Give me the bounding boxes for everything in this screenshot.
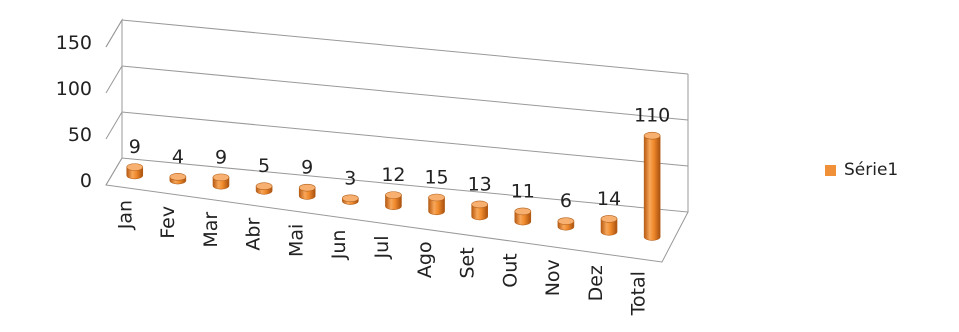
bar-top <box>471 200 488 209</box>
x-tick-label: Set <box>457 247 479 278</box>
bar <box>212 173 230 190</box>
legend-swatch <box>825 164 836 176</box>
data-label: 9 <box>301 157 313 179</box>
bar <box>557 217 575 231</box>
bar-body <box>385 194 402 210</box>
data-label: 15 <box>424 167 448 189</box>
gridline <box>121 19 689 75</box>
bar-body <box>643 135 661 241</box>
bar-top <box>514 207 532 216</box>
y-tick-label: 150 <box>56 32 92 54</box>
bar-top <box>212 173 230 182</box>
y-tick-label: 0 <box>80 170 92 192</box>
y-tick-label: 50 <box>68 124 92 146</box>
legend-label: Série1 <box>844 160 899 180</box>
x-tick-label: Fev <box>157 206 179 239</box>
data-label: 110 <box>634 105 670 127</box>
x-tick-label: Jun <box>328 230 350 261</box>
x-tick-label: Ago <box>414 241 436 278</box>
bar-top <box>342 194 359 203</box>
bar-body <box>471 204 488 221</box>
chart-bars <box>126 131 661 241</box>
chart-legend: Série1 <box>825 160 898 180</box>
bar <box>600 215 618 236</box>
gridline-side <box>105 111 123 140</box>
x-axis-categories: Jan Fev Mar Abr Mai Jun Jul Ago Set Out Nov Dez Tota… <box>114 200 649 316</box>
data-label: 5 <box>258 155 270 177</box>
bar-top <box>600 215 618 223</box>
side-wall <box>105 18 123 186</box>
bar <box>471 200 488 221</box>
bar <box>385 191 402 210</box>
y-tick-label: 100 <box>56 78 92 100</box>
bar <box>643 131 661 241</box>
data-label: 3 <box>344 167 356 189</box>
bar-body <box>600 218 618 236</box>
bar-top <box>557 217 575 225</box>
chart-gridlines <box>105 19 689 167</box>
bar <box>126 163 144 180</box>
data-label: 4 <box>172 146 184 168</box>
data-label: 11 <box>511 180 535 202</box>
chart-axes <box>105 18 689 263</box>
bar-top <box>255 182 273 190</box>
bar-top <box>643 131 661 140</box>
bar <box>298 183 316 200</box>
bar <box>342 194 359 205</box>
gridline <box>121 65 689 121</box>
x-tick-label: Jan <box>114 200 136 230</box>
x-tick-label: Out <box>499 253 521 287</box>
gridline <box>121 111 689 167</box>
data-label: 6 <box>560 190 572 212</box>
x-tick-label: Nov <box>542 259 564 296</box>
bar <box>255 182 273 195</box>
gridline-side <box>105 19 123 48</box>
x-tick-label: Mai <box>285 224 307 257</box>
data-label: 13 <box>468 173 492 195</box>
data-label: 9 <box>129 136 141 158</box>
bar-body <box>514 211 532 226</box>
data-label: 9 <box>215 146 227 168</box>
bar <box>169 173 187 185</box>
bar-top <box>385 191 402 199</box>
bar <box>514 207 532 226</box>
gridline-side <box>105 65 123 94</box>
bar-top <box>298 183 316 192</box>
x-tick-label: Abr <box>243 218 265 251</box>
data-label: 12 <box>381 164 405 186</box>
x-tick-label: Dez <box>585 265 607 301</box>
bar <box>428 193 445 216</box>
bar-body <box>428 197 445 216</box>
data-label: 14 <box>597 188 621 210</box>
x-tick-label: Jul <box>371 236 393 260</box>
data-labels: 9 4 9 5 9 3 12 15 13 11 6 14 110 <box>129 105 671 212</box>
bar-top <box>169 173 187 181</box>
x-tick-label: Mar <box>200 212 222 248</box>
bar-top <box>428 193 445 202</box>
bar-top <box>126 163 144 171</box>
x-tick-label: Total <box>628 271 650 316</box>
y-axis-ticks: 0 50 100 150 <box>56 32 92 192</box>
